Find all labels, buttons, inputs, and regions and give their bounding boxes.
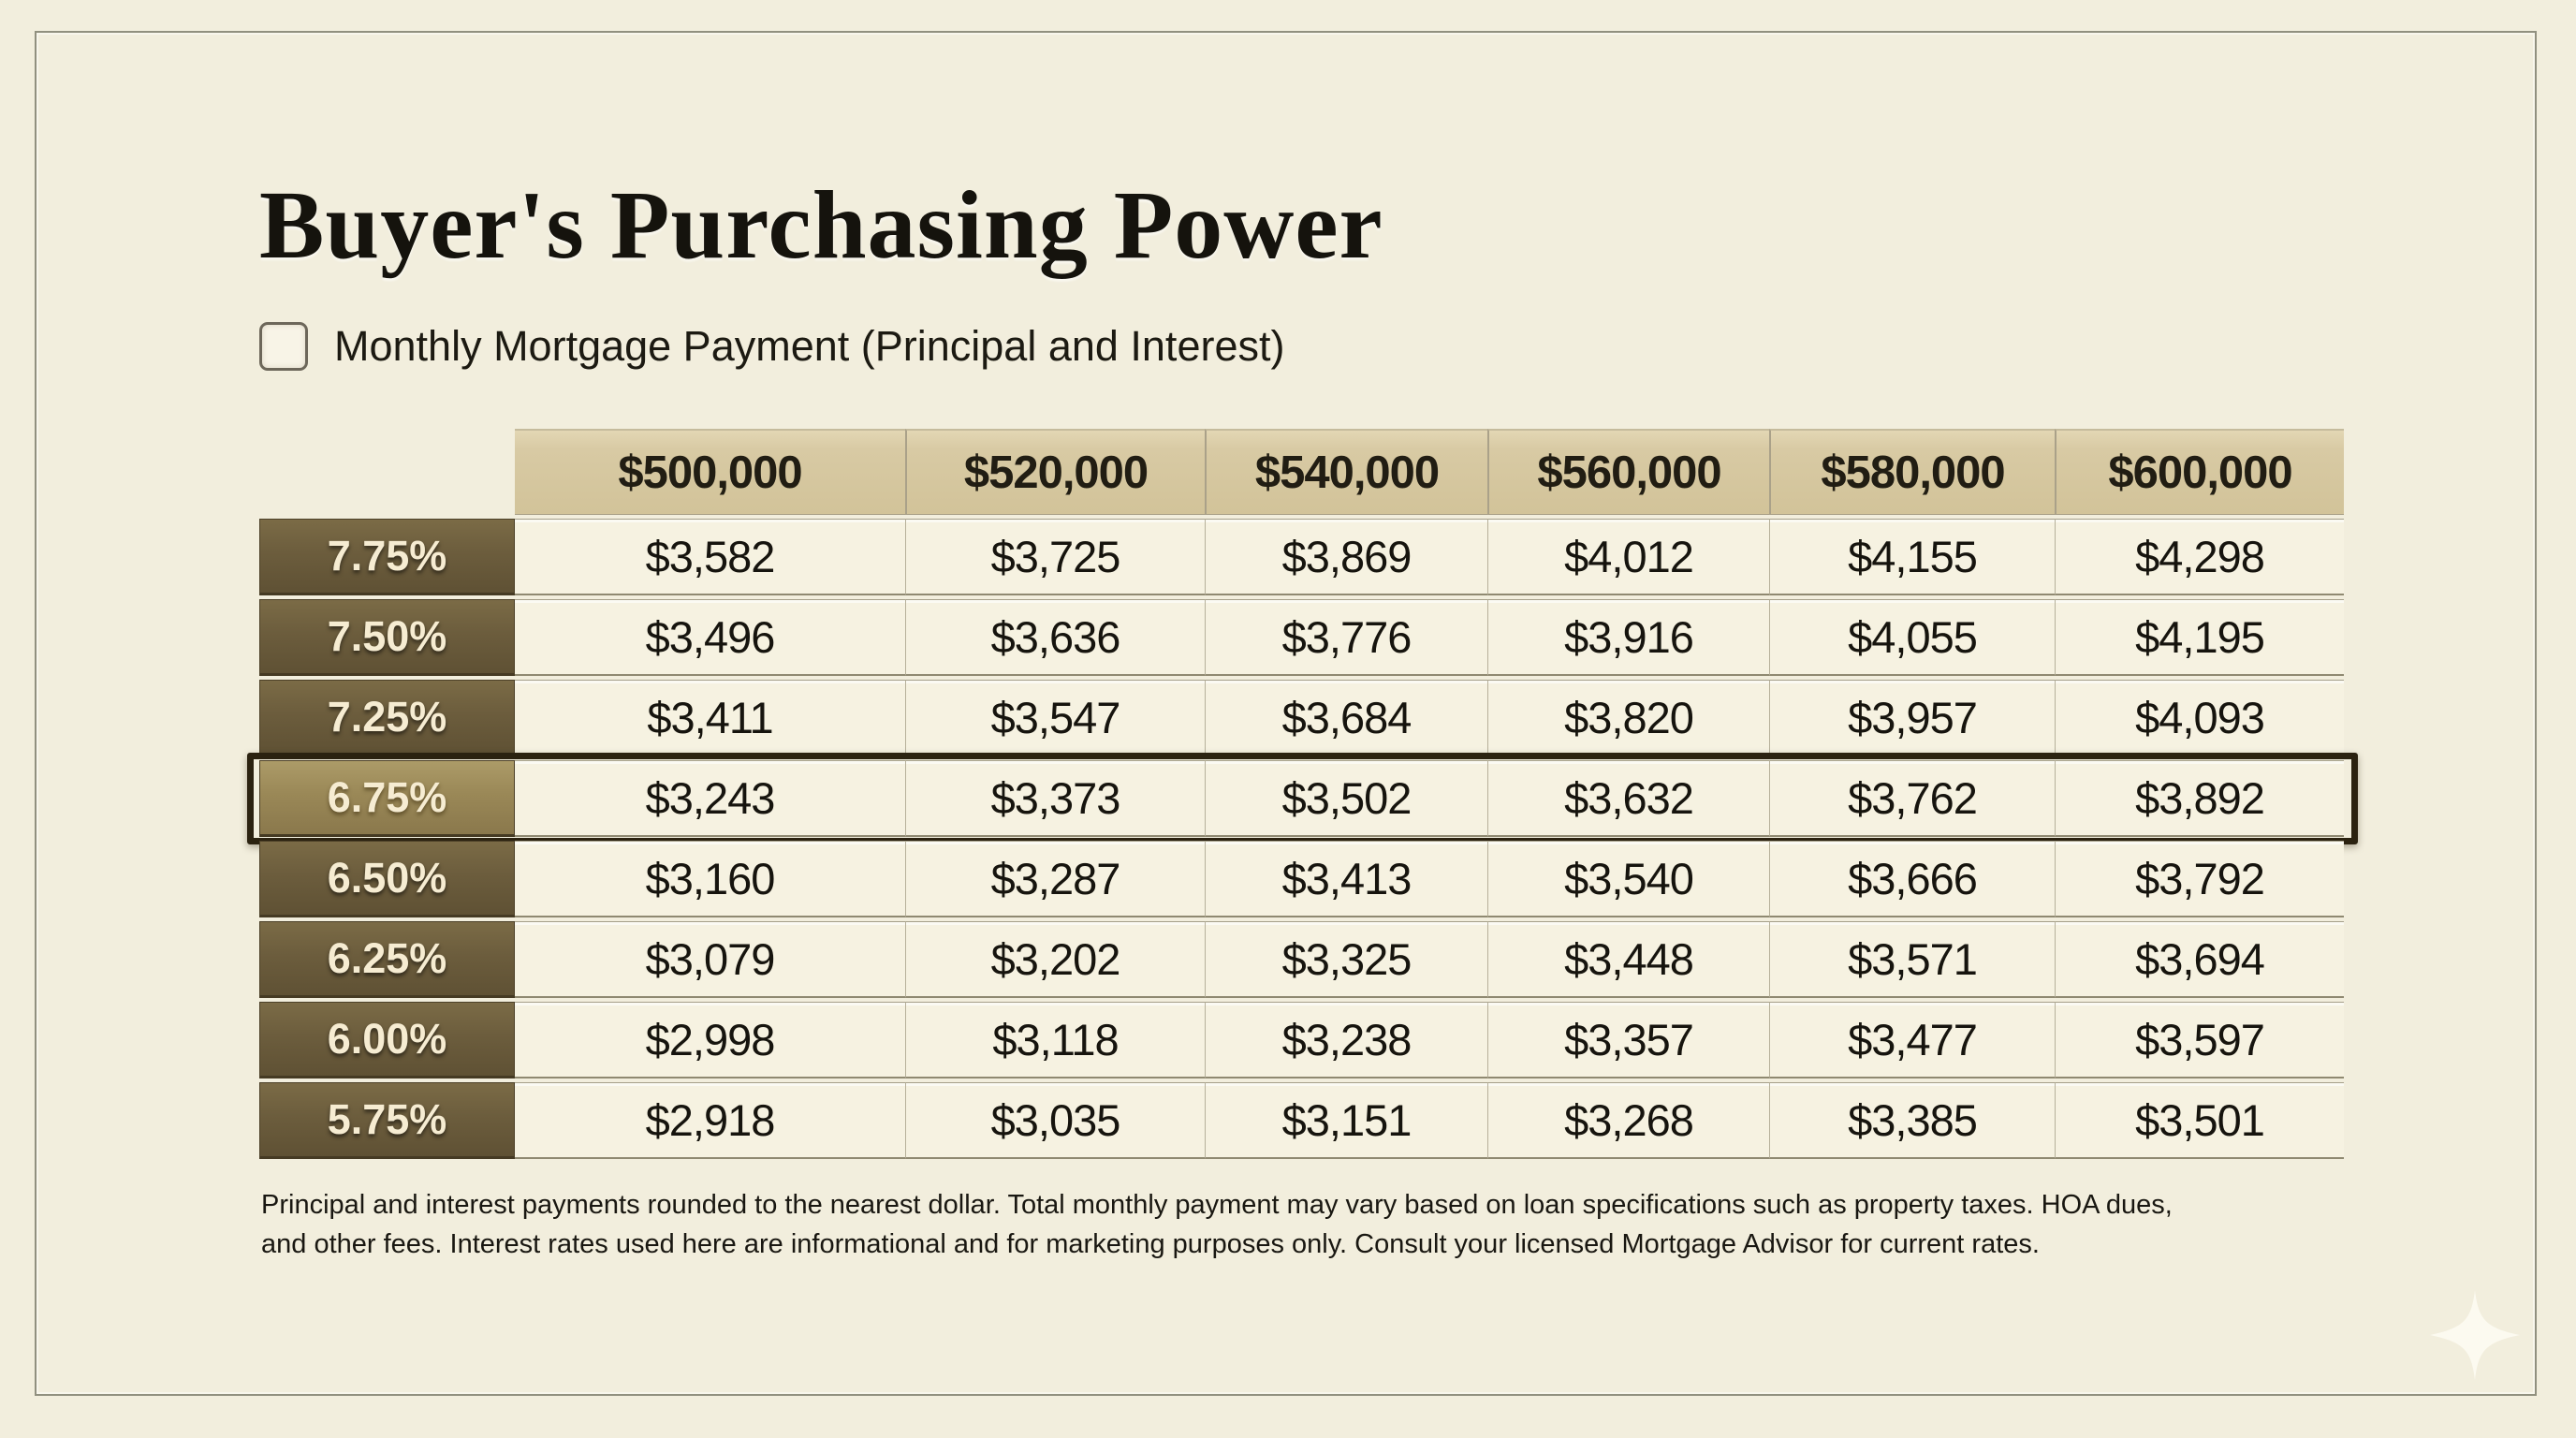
- payment-cell: $3,892: [2055, 760, 2344, 837]
- subtitle-row: Monthly Mortgage Payment (Principal and …: [259, 322, 1284, 371]
- table-row: 6.75% $3,243 $3,373 $3,502 $3,632 $3,762…: [247, 753, 2358, 844]
- payment-cell: $3,496: [515, 599, 905, 676]
- payment-cell: $3,694: [2055, 921, 2344, 998]
- payment-cell: $3,666: [1769, 841, 2055, 917]
- payment-cell: $3,632: [1487, 760, 1769, 837]
- table-header-row: $500,000 $520,000 $540,000 $560,000 $580…: [259, 429, 2344, 515]
- payment-cell: $3,582: [515, 519, 905, 595]
- payment-cell: $3,238: [1205, 1002, 1487, 1078]
- payment-cell: $3,202: [905, 921, 1205, 998]
- payment-cell: $2,998: [515, 1002, 905, 1078]
- payment-cell: $3,035: [905, 1082, 1205, 1159]
- payment-cell: $4,093: [2055, 680, 2344, 756]
- loan-amount-header: $580,000: [1769, 429, 2055, 515]
- table-row: 7.25% $3,411 $3,547 $3,684 $3,820 $3,957…: [259, 680, 2344, 756]
- interest-rate-cell: 6.25%: [259, 921, 515, 998]
- table-row: 5.75% $2,918 $3,035 $3,151 $3,268 $3,385…: [259, 1082, 2344, 1159]
- page-title: Buyer's Purchasing Power: [259, 171, 1383, 279]
- table-row: 7.50% $3,496 $3,636 $3,776 $3,916 $4,055…: [259, 599, 2344, 676]
- table-row: 6.00% $2,998 $3,118 $3,238 $3,357 $3,477…: [259, 1002, 2344, 1078]
- table-row: 6.50% $3,160 $3,287 $3,413 $3,540 $3,666…: [259, 841, 2344, 917]
- interest-rate-cell: 5.75%: [259, 1082, 515, 1159]
- payment-cell: $3,636: [905, 599, 1205, 676]
- payment-cell: $3,268: [1487, 1082, 1769, 1159]
- loan-amount-header: $560,000: [1487, 429, 1769, 515]
- payment-cell: $3,725: [905, 519, 1205, 595]
- payment-cell: $3,776: [1205, 599, 1487, 676]
- interest-rate-cell: 6.00%: [259, 1002, 515, 1078]
- disclaimer-text: Principal and interest payments rounded …: [261, 1185, 2173, 1264]
- payment-cell: $4,298: [2055, 519, 2344, 595]
- payment-cell: $3,571: [1769, 921, 2055, 998]
- table-body: 7.75% $3,582 $3,725 $3,869 $4,012 $4,155…: [247, 519, 2358, 1159]
- payment-cell: $3,160: [515, 841, 905, 917]
- payment-cell: $3,118: [905, 1002, 1205, 1078]
- payment-cell: $3,357: [1487, 1002, 1769, 1078]
- payment-cell: $3,243: [515, 760, 905, 837]
- payment-cell: $3,547: [905, 680, 1205, 756]
- payment-cell: $3,477: [1769, 1002, 2055, 1078]
- table-row: 6.25% $3,079 $3,202 $3,325 $3,448 $3,571…: [259, 921, 2344, 998]
- disclaimer-line-1: Principal and interest payments rounded …: [261, 1190, 2173, 1220]
- payment-cell: $3,957: [1769, 680, 2055, 756]
- payment-cell: $3,792: [2055, 841, 2344, 917]
- page-frame: [35, 31, 2537, 1396]
- payment-cell: $3,287: [905, 841, 1205, 917]
- payment-cell: $3,448: [1487, 921, 1769, 998]
- payment-cell: $2,918: [515, 1082, 905, 1159]
- subtitle-label: Monthly Mortgage Payment (Principal and …: [334, 322, 1285, 370]
- payment-cell: $3,540: [1487, 841, 1769, 917]
- interest-rate-cell: 6.75%: [259, 760, 515, 837]
- payment-cell: $3,916: [1487, 599, 1769, 676]
- payment-cell: $3,151: [1205, 1082, 1487, 1159]
- interest-rate-cell: 7.50%: [259, 599, 515, 676]
- payment-cell: $3,820: [1487, 680, 1769, 756]
- disclaimer-line-2: and other fees. Interest rates used here…: [261, 1229, 2040, 1259]
- payment-cell: $4,055: [1769, 599, 2055, 676]
- payment-cell: $3,762: [1769, 760, 2055, 837]
- sparkle-star-icon: [2430, 1290, 2520, 1380]
- payment-cell: $3,502: [1205, 760, 1487, 837]
- payment-cell: $3,501: [2055, 1082, 2344, 1159]
- payment-cell: $4,155: [1769, 519, 2055, 595]
- payment-cell: $3,373: [905, 760, 1205, 837]
- interest-rate-cell: 6.50%: [259, 841, 515, 917]
- payment-cell: $3,413: [1205, 841, 1487, 917]
- payment-cell: $3,869: [1205, 519, 1487, 595]
- payment-cell: $3,079: [515, 921, 905, 998]
- payment-cell: $4,012: [1487, 519, 1769, 595]
- table-row: 7.75% $3,582 $3,725 $3,869 $4,012 $4,155…: [259, 519, 2344, 595]
- payment-cell: $3,597: [2055, 1002, 2344, 1078]
- payment-cell: $3,684: [1205, 680, 1487, 756]
- interest-rate-cell: 7.75%: [259, 519, 515, 595]
- header-corner-spacer: [259, 429, 515, 515]
- payment-cell: $4,195: [2055, 599, 2344, 676]
- interest-rate-cell: 7.25%: [259, 680, 515, 756]
- loan-amount-header: $600,000: [2055, 429, 2344, 515]
- legend-checkbox-icon: [259, 322, 308, 371]
- purchasing-power-table: $500,000 $520,000 $540,000 $560,000 $580…: [247, 429, 2358, 1159]
- payment-cell: $3,411: [515, 680, 905, 756]
- payment-cell: $3,385: [1769, 1082, 2055, 1159]
- loan-amount-header: $540,000: [1205, 429, 1487, 515]
- payment-cell: $3,325: [1205, 921, 1487, 998]
- loan-amount-header: $500,000: [515, 429, 905, 515]
- loan-amount-header: $520,000: [905, 429, 1205, 515]
